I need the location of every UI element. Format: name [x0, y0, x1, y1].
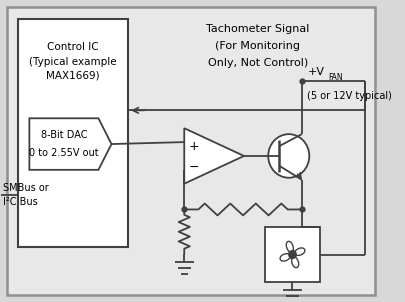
Polygon shape — [29, 118, 111, 170]
Text: I²C Bus: I²C Bus — [3, 197, 38, 207]
Polygon shape — [184, 128, 243, 184]
Text: (5 or 12V typical): (5 or 12V typical) — [307, 91, 391, 101]
Text: +: + — [188, 140, 198, 153]
Text: +V: +V — [307, 67, 324, 77]
Text: (Typical example: (Typical example — [29, 57, 117, 67]
Text: (For Monitoring: (For Monitoring — [215, 41, 300, 51]
Text: FAN: FAN — [327, 73, 342, 82]
Text: Only, Not Control): Only, Not Control) — [207, 58, 307, 68]
Text: 8-Bit DAC: 8-Bit DAC — [40, 130, 87, 140]
Text: 0 to 2.55V out: 0 to 2.55V out — [29, 148, 98, 158]
Circle shape — [288, 251, 296, 259]
Circle shape — [268, 134, 309, 178]
Text: −: − — [188, 161, 198, 174]
Bar — [265, 227, 319, 282]
Text: Tachometer Signal: Tachometer Signal — [206, 24, 309, 34]
Text: MAX1669): MAX1669) — [46, 71, 100, 81]
Bar — [18, 19, 128, 247]
Text: Control IC: Control IC — [47, 42, 99, 52]
Text: SMBus or: SMBus or — [3, 183, 49, 193]
